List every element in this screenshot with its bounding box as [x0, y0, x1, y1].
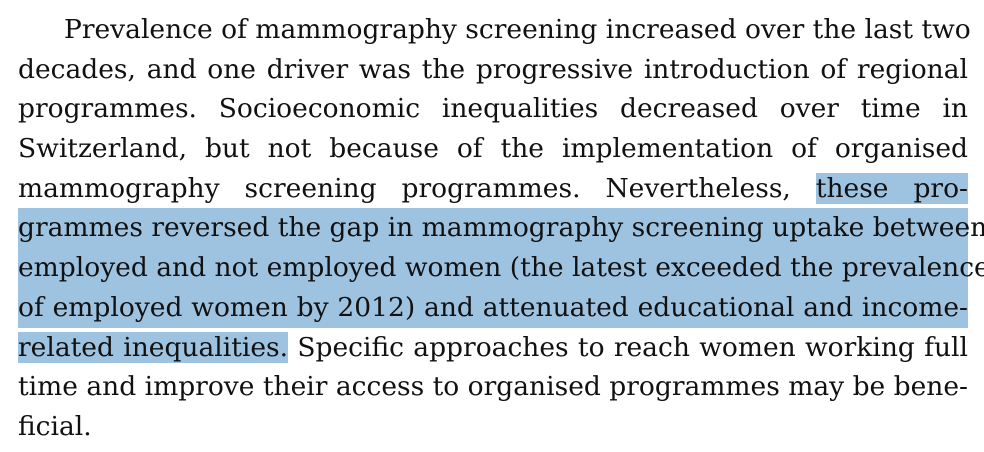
- line-text: mammography screening programmes. Nevert…: [18, 172, 816, 204]
- paragraph-line-highlighted[interactable]: of employed women by 2012) and attenuate…: [18, 287, 968, 328]
- paragraph-line: mammography screening programmes. Nevert…: [18, 169, 968, 209]
- body-paragraph: Prevalence of mammography screening incr…: [18, 10, 984, 447]
- highlighted-text[interactable]: employed and not employed women (the lat…: [18, 252, 984, 284]
- highlighted-text[interactable]: grammes reversed the gap in mammography …: [18, 212, 984, 244]
- paragraph-line-highlighted[interactable]: grammes reversed the gap in mammography …: [18, 208, 984, 249]
- paragraph-line: time and improve their access to organis…: [18, 371, 968, 403]
- highlighted-text[interactable]: these pro-: [815, 172, 968, 204]
- line-text: Specific approaches to reach women worki…: [288, 331, 968, 363]
- highlighted-text[interactable]: of employed women by 2012) and attenuate…: [18, 291, 968, 323]
- paragraph-line: programmes. Socioeconomic inequalities d…: [18, 93, 968, 125]
- paragraph-line-last: ficial.: [18, 410, 92, 442]
- paragraph-line: Prevalence of mammography screening incr…: [64, 14, 971, 45]
- highlighted-text[interactable]: related inequalities.: [18, 331, 289, 363]
- paragraph-line: decades, and one driver was the progress…: [18, 53, 968, 85]
- paragraph-line-highlighted[interactable]: employed and not employed women (the lat…: [18, 248, 984, 288]
- paragraph-line: Switzerland, but not because of the impl…: [18, 133, 968, 165]
- paragraph-line: related inequalities. Specific approache…: [18, 328, 968, 368]
